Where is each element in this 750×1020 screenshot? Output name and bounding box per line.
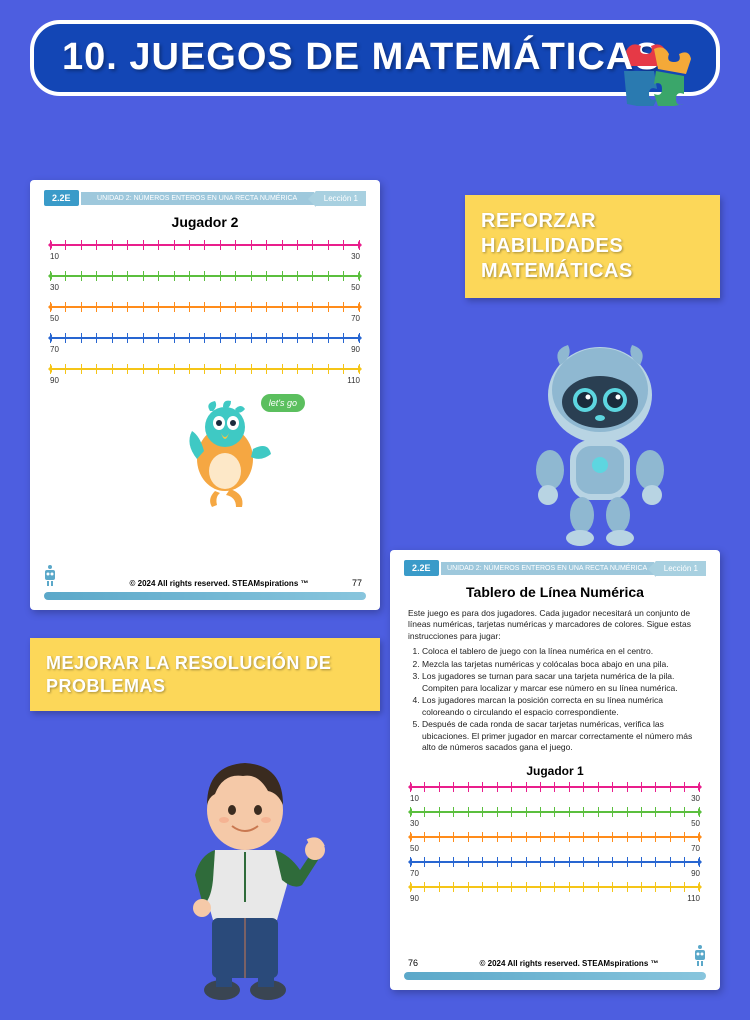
copyright-text: © 2024 All rights reserved. STEAMspirati… bbox=[404, 959, 734, 968]
lesson-label: Lección 1 bbox=[656, 561, 706, 576]
worksheet-tablero: 2.2E UNIDAD 2: NÚMEROS ENTEROS EN UNA RE… bbox=[390, 550, 720, 990]
page-title: 10. JUEGOS DE MATEMÁTICAS bbox=[62, 38, 688, 78]
worksheet-header: 2.2E UNIDAD 2: NÚMEROS ENTEROS EN UNA RE… bbox=[44, 190, 366, 206]
unit-label: UNIDAD 2: NÚMEROS ENTEROS EN UNA RECTA N… bbox=[81, 192, 314, 205]
footer-bar bbox=[44, 592, 366, 600]
worksheet-header: 2.2E UNIDAD 2: NÚMEROS ENTEROS EN UNA RE… bbox=[404, 560, 706, 576]
footer-bar bbox=[404, 972, 706, 980]
callout-mejorar: MEJORAR LA RESOLUCIÓN DE PROBLEMAS bbox=[30, 638, 380, 711]
lesson-label: Lección 1 bbox=[316, 191, 366, 206]
speech-bubble: let's go bbox=[261, 394, 305, 412]
standard-badge: 2.2E bbox=[404, 560, 439, 576]
callout-reforzar: REFORZAR HABILIDADES MATEMÁTICAS bbox=[465, 195, 720, 298]
page-number: 76 bbox=[408, 958, 418, 968]
puzzle-icon bbox=[616, 36, 691, 106]
instructions-text: Este juego es para dos jugadores. Cada j… bbox=[408, 608, 702, 754]
page-number: 77 bbox=[352, 578, 362, 588]
boy-character bbox=[160, 760, 340, 1010]
unit-label: UNIDAD 2: NÚMEROS ENTEROS EN UNA RECTA N… bbox=[441, 562, 654, 575]
title-banner: 10. JUEGOS DE MATEMÁTICAS bbox=[30, 20, 720, 96]
copyright-text: © 2024 All rights reserved. STEAMspirati… bbox=[44, 579, 394, 588]
worksheet-title: Tablero de Línea Numérica bbox=[404, 584, 706, 600]
parrot-character: let's go bbox=[175, 399, 275, 509]
worksheet-subtitle: Jugador 1 bbox=[404, 764, 706, 778]
standard-badge: 2.2E bbox=[44, 190, 79, 206]
worksheet-jugador-2: 2.2E UNIDAD 2: NÚMEROS ENTEROS EN UNA RE… bbox=[30, 180, 380, 610]
robot-character bbox=[510, 340, 690, 550]
worksheet-title: Jugador 2 bbox=[44, 214, 366, 230]
